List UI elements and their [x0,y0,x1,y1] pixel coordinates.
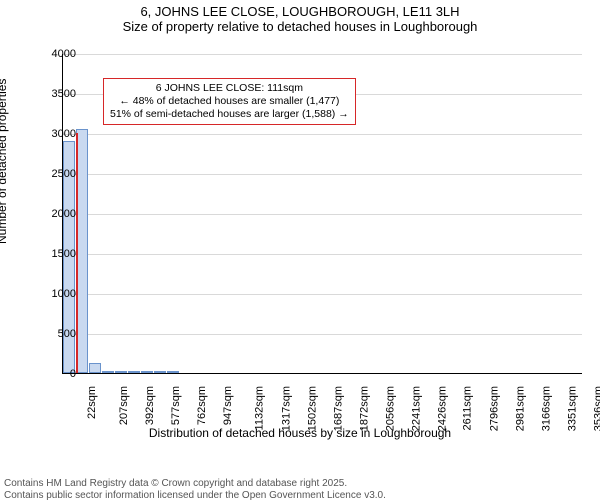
title-line1: 6, JOHNS LEE CLOSE, LOUGHBOROUGH, LE11 3… [0,4,600,19]
gridline [63,134,582,135]
x-tick-label: 2796sqm [488,386,500,431]
histogram-bar [128,371,140,373]
y-tick-label: 500 [58,328,76,340]
y-tick-label: 4000 [52,48,76,60]
chart-area: Number of detached properties 6 JOHNS LE… [0,44,600,444]
attribution-footer: Contains HM Land Registry data © Crown c… [4,478,386,502]
x-tick-label: 2611sqm [461,386,473,430]
x-tick-label: 1317sqm [280,386,292,431]
x-tick-label: 762sqm [196,386,208,425]
x-tick-label: 22sqm [86,386,98,419]
x-tick-label: 2056sqm [384,386,396,431]
histogram-bar [154,371,166,373]
callout-line1: 6 JOHNS LEE CLOSE: 111sqm [110,82,349,95]
histogram-bar [102,371,114,373]
x-tick-label: 3536sqm [592,386,600,431]
x-tick-label: 392sqm [144,386,156,425]
title-line2: Size of property relative to detached ho… [0,19,600,34]
callout-line2: ← 48% of detached houses are smaller (1,… [110,95,349,108]
gridline [63,254,582,255]
y-tick-label: 1500 [52,248,76,260]
x-tick-label: 1687sqm [332,386,344,431]
gridline [63,294,582,295]
footer-line1: Contains HM Land Registry data © Crown c… [4,478,386,490]
gridline [63,214,582,215]
histogram-bar [167,371,179,373]
x-tick-label: 2426sqm [436,386,448,431]
histogram-bar [76,129,88,373]
x-tick-label: 2981sqm [514,386,526,431]
plot-area: 6 JOHNS LEE CLOSE: 111sqm← 48% of detach… [62,54,582,374]
gridline [63,334,582,335]
y-tick-label: 3000 [52,128,76,140]
x-axis-label: Distribution of detached houses by size … [0,426,600,440]
x-tick-label: 207sqm [118,386,130,425]
x-tick-label: 1502sqm [306,386,318,431]
x-tick-label: 577sqm [170,386,182,425]
gridline [63,54,582,55]
footer-line2: Contains public sector information licen… [4,490,386,502]
x-tick-label: 2241sqm [410,386,422,431]
gridline [63,174,582,175]
y-tick-label: 1000 [52,288,76,300]
y-tick-label: 2000 [52,208,76,220]
x-tick-label: 1872sqm [358,386,370,431]
x-tick-label: 3166sqm [540,386,552,431]
x-tick-label: 947sqm [222,386,234,425]
y-tick-label: 0 [70,368,76,380]
histogram-bar [89,363,101,373]
property-callout: 6 JOHNS LEE CLOSE: 111sqm← 48% of detach… [103,78,356,125]
histogram-bar [115,371,127,373]
histogram-bar [141,371,153,373]
x-tick-label: 3351sqm [566,386,578,431]
x-tick-label: 1132sqm [253,386,265,430]
y-tick-label: 3500 [52,88,76,100]
callout-line3: 51% of semi-detached houses are larger (… [110,108,349,121]
y-axis-label: Number of detached properties [0,79,9,244]
y-tick-label: 2500 [52,168,76,180]
